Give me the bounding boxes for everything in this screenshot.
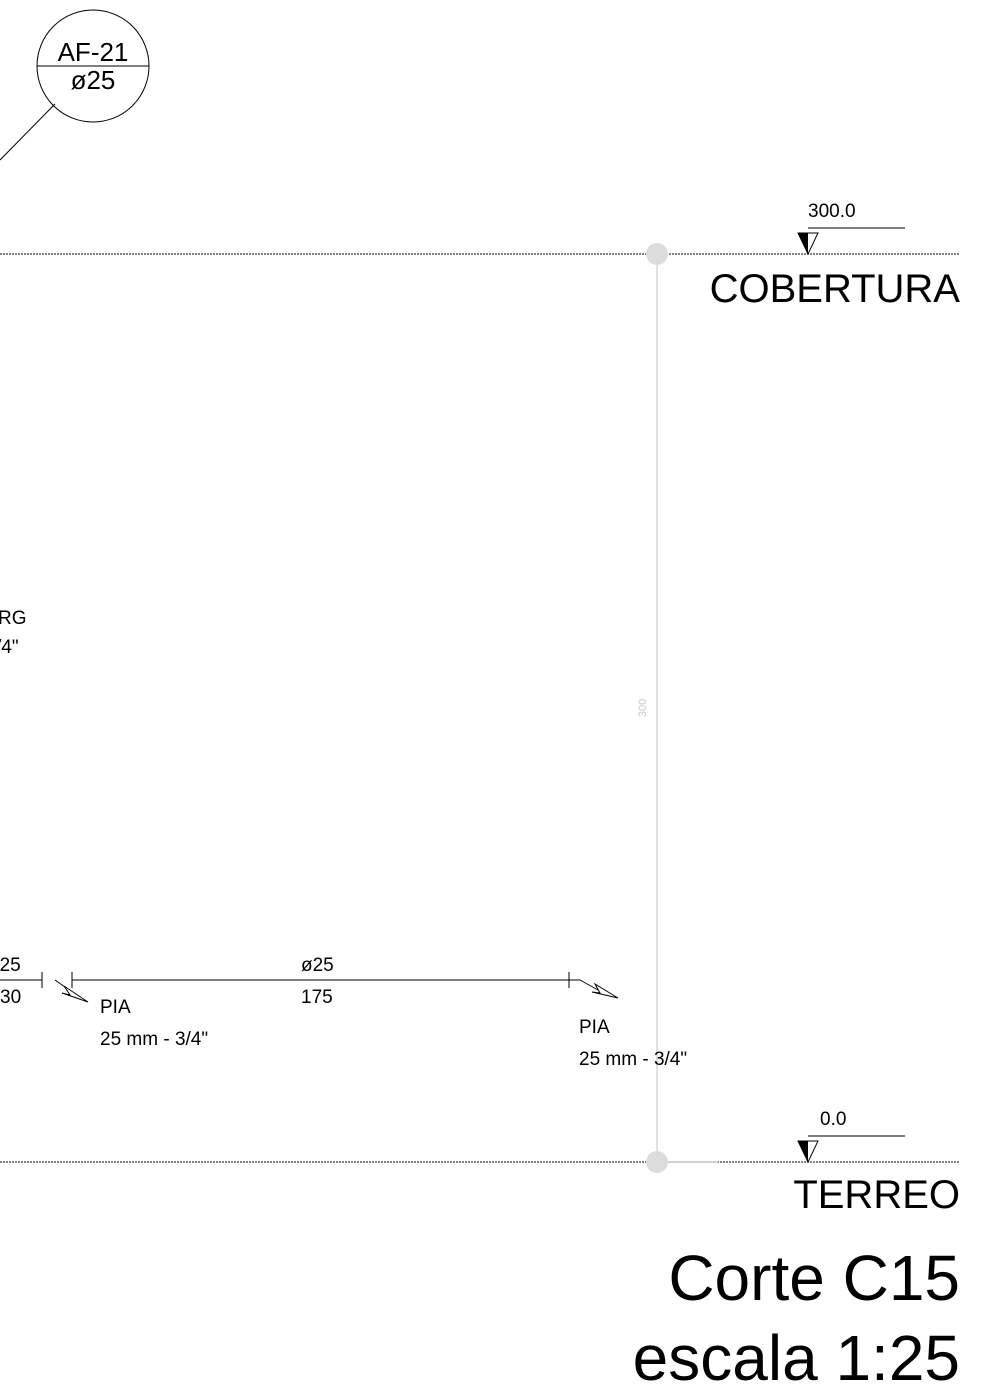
fixture-leader-2 xyxy=(579,979,599,991)
tag-leader-line xyxy=(0,103,56,161)
drawing-scale: escala 1:25 xyxy=(633,1322,960,1394)
pipe-run: ø25 30 ø25 175 PIA 25 mm - 3/4" PIA 25 m… xyxy=(0,955,687,1070)
partial-label-line2: /4" xyxy=(0,637,19,658)
pipe-tag-diameter: ø25 xyxy=(71,65,116,95)
pipe-tag-id: AF-21 xyxy=(58,37,129,67)
riser-dimension: 300 xyxy=(637,699,649,717)
segment-1-length: 30 xyxy=(0,987,21,1008)
level-name-terreo: TERREO xyxy=(793,1173,960,1217)
fixture-arrow-2 xyxy=(591,982,619,999)
partial-label-line1: RG xyxy=(0,608,27,629)
segment-2-length: 175 xyxy=(301,987,333,1008)
elevation-cobertura: 300.0 xyxy=(808,201,856,222)
level-name-cobertura: COBERTURA xyxy=(710,267,961,311)
segment-1-diameter: ø25 xyxy=(0,955,21,976)
fixture-1-size: 25 mm - 3/4" xyxy=(100,1029,208,1050)
fixture-2-size: 25 mm - 3/4" xyxy=(579,1049,687,1070)
level-terreo: 0.0 TERREO xyxy=(0,1109,960,1217)
drawing-title: Corte C15 xyxy=(668,1242,960,1314)
segment-2-diameter: ø25 xyxy=(301,955,334,976)
elevation-marker-cobertura-fill xyxy=(798,233,808,254)
elevation-marker-terreo-fill xyxy=(798,1141,808,1162)
pipe-tag: AF-21 ø25 xyxy=(36,9,150,123)
riser-node-top xyxy=(646,243,668,265)
riser-node-bottom xyxy=(646,1151,668,1173)
elevation-terreo: 0.0 xyxy=(820,1109,846,1130)
fixture-arrow-1 xyxy=(61,985,89,1003)
level-cobertura: 300.0 COBERTURA xyxy=(0,201,960,311)
fixture-2-name: PIA xyxy=(579,1017,610,1038)
fixture-1-name: PIA xyxy=(100,997,131,1018)
